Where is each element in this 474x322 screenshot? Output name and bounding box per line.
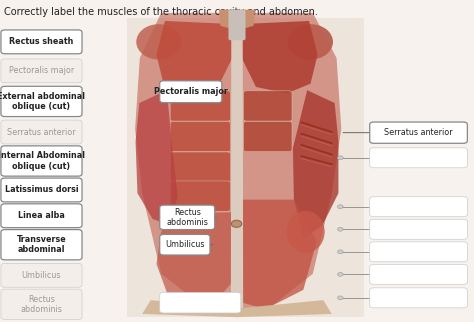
Text: Correctly label the muscles of the thoracic cavity and abdomen.: Correctly label the muscles of the thora…: [4, 7, 318, 17]
Text: Umbilicus: Umbilicus: [165, 240, 205, 249]
Text: Rectus
abdominis: Rectus abdominis: [166, 208, 208, 227]
Text: Serratus anterior: Serratus anterior: [384, 128, 453, 137]
FancyBboxPatch shape: [1, 204, 82, 228]
FancyBboxPatch shape: [370, 197, 467, 217]
FancyBboxPatch shape: [127, 18, 364, 317]
Polygon shape: [231, 13, 243, 309]
Polygon shape: [293, 90, 338, 238]
FancyBboxPatch shape: [370, 242, 467, 262]
Text: Linea alba: Linea alba: [18, 211, 65, 220]
FancyBboxPatch shape: [160, 292, 241, 313]
FancyBboxPatch shape: [370, 288, 467, 308]
Text: Rectus
abdominis: Rectus abdominis: [20, 295, 63, 314]
Polygon shape: [136, 90, 178, 225]
Polygon shape: [219, 10, 255, 31]
FancyBboxPatch shape: [1, 120, 82, 144]
Text: Rectus sheath: Rectus sheath: [9, 37, 73, 46]
FancyBboxPatch shape: [370, 219, 467, 239]
FancyBboxPatch shape: [1, 59, 82, 83]
FancyBboxPatch shape: [370, 148, 467, 168]
Polygon shape: [156, 21, 234, 93]
Circle shape: [337, 250, 343, 254]
Text: Pectoralis major: Pectoralis major: [9, 66, 74, 75]
Polygon shape: [156, 213, 231, 309]
Ellipse shape: [137, 24, 181, 60]
Polygon shape: [240, 21, 318, 93]
Text: Latissimus dorsi: Latissimus dorsi: [5, 185, 78, 194]
FancyBboxPatch shape: [170, 91, 230, 121]
Text: Umbilicus: Umbilicus: [22, 271, 61, 280]
Ellipse shape: [288, 24, 333, 60]
Text: Serratus anterior: Serratus anterior: [7, 128, 76, 137]
FancyBboxPatch shape: [1, 230, 82, 260]
FancyBboxPatch shape: [1, 289, 82, 319]
Circle shape: [231, 220, 242, 227]
FancyBboxPatch shape: [160, 81, 222, 103]
Ellipse shape: [287, 211, 325, 253]
FancyBboxPatch shape: [244, 91, 292, 121]
FancyBboxPatch shape: [170, 181, 230, 211]
Circle shape: [337, 272, 343, 276]
FancyBboxPatch shape: [228, 10, 246, 40]
Text: Internal Abdominal
oblique (cut): Internal Abdominal oblique (cut): [0, 151, 85, 171]
FancyBboxPatch shape: [1, 30, 82, 54]
Text: External abdominal
oblique (cut): External abdominal oblique (cut): [0, 92, 85, 111]
Polygon shape: [142, 300, 332, 317]
Circle shape: [337, 227, 343, 231]
FancyBboxPatch shape: [1, 178, 82, 202]
Circle shape: [337, 205, 343, 209]
FancyBboxPatch shape: [170, 152, 230, 182]
FancyBboxPatch shape: [244, 121, 292, 152]
FancyBboxPatch shape: [160, 234, 210, 255]
FancyBboxPatch shape: [1, 86, 82, 117]
Circle shape: [337, 156, 343, 160]
FancyBboxPatch shape: [160, 205, 215, 230]
FancyBboxPatch shape: [370, 264, 467, 284]
FancyBboxPatch shape: [370, 122, 467, 143]
Text: Pectoralis major: Pectoralis major: [154, 87, 228, 96]
FancyBboxPatch shape: [1, 263, 82, 287]
Text: Transverse
abdominal: Transverse abdominal: [17, 235, 66, 254]
FancyBboxPatch shape: [170, 121, 230, 152]
FancyBboxPatch shape: [1, 146, 82, 176]
Polygon shape: [243, 200, 317, 309]
Polygon shape: [135, 13, 341, 311]
Circle shape: [337, 296, 343, 300]
